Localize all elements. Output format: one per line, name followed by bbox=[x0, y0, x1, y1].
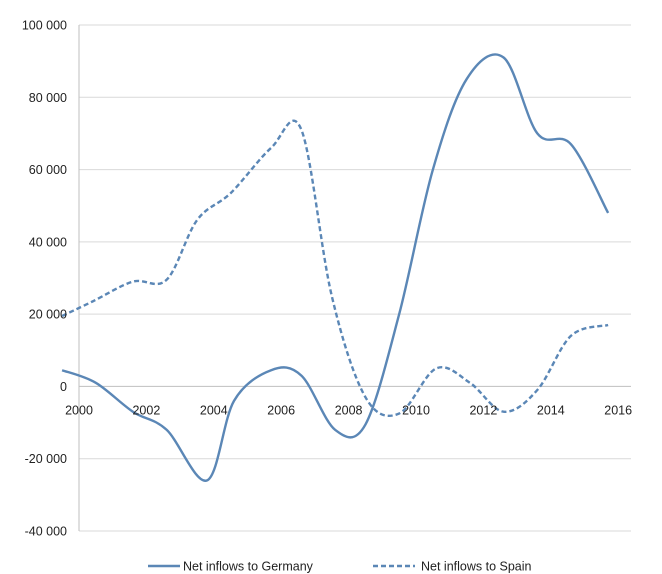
y-tick-label: -20 000 bbox=[25, 452, 67, 466]
series-line-germany bbox=[61, 53, 610, 482]
legend-label-spain: Net inflows to Spain bbox=[421, 560, 532, 574]
y-tick-label: 60 000 bbox=[29, 163, 67, 177]
axes bbox=[78, 25, 631, 531]
gridlines bbox=[79, 24, 631, 532]
y-tick-label: 80 000 bbox=[29, 91, 67, 105]
x-tick-label: 2006 bbox=[267, 403, 295, 417]
y-tick-label: 20 000 bbox=[29, 308, 67, 322]
x-tick-label: 2016 bbox=[604, 403, 632, 417]
series-line-spain bbox=[61, 119, 609, 417]
x-tick-label: 2014 bbox=[537, 403, 565, 417]
y-tick-label: 100 000 bbox=[22, 19, 67, 33]
x-tick-label: 2012 bbox=[469, 403, 497, 417]
x-tick-labels: 2000 2002 2004 2006 2008 2010 2012 2014 2016 bbox=[65, 403, 632, 417]
series-lines bbox=[61, 53, 610, 482]
x-tick-label: 2002 bbox=[132, 403, 160, 417]
legend-label-germany: Net inflows to Germany bbox=[183, 560, 314, 574]
x-tick-label: 2004 bbox=[200, 403, 228, 417]
x-tick-label: 2008 bbox=[335, 403, 363, 417]
y-tick-labels: 100 000 80 000 60 000 40 000 20 000 0 -20 000 -… bbox=[22, 19, 67, 539]
legend: Net inflows to Germany Net inflows to Sp… bbox=[148, 560, 532, 574]
x-tick-label: 2000 bbox=[65, 403, 93, 417]
y-tick-label: -40 000 bbox=[25, 525, 67, 539]
y-tick-label: 40 000 bbox=[29, 235, 67, 249]
x-tick-label: 2010 bbox=[402, 403, 430, 417]
y-tick-label: 0 bbox=[60, 380, 67, 394]
